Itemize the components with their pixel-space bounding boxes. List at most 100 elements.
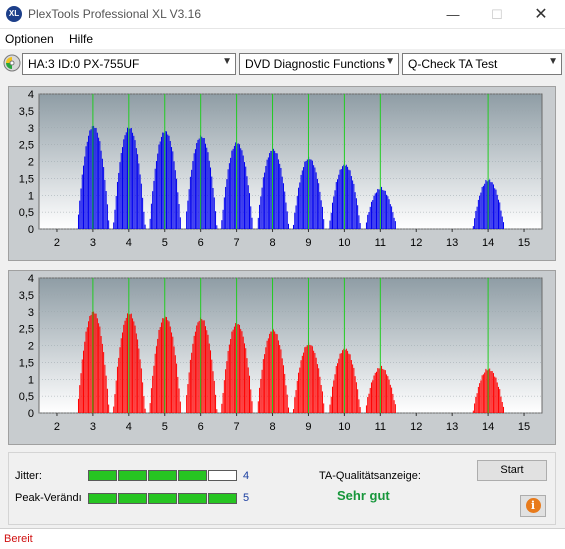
minimize-icon[interactable]: — (446, 7, 460, 22)
peak-bar (197, 322, 199, 413)
y-tick-label: 1,5 (19, 173, 34, 185)
y-tick-label: 0,5 (19, 391, 34, 403)
peak-bar (386, 374, 388, 413)
jitter-bar (96, 132, 98, 229)
jitter-bar (235, 142, 237, 229)
jitter-bar (163, 132, 165, 229)
jitter-bar (138, 163, 140, 229)
jitter-bar (353, 183, 355, 229)
x-tick-label: 2 (54, 421, 60, 433)
peak-bar (133, 321, 135, 413)
peak-bar (333, 380, 335, 413)
jitter-bar (350, 176, 352, 229)
peak-bar (176, 363, 178, 413)
peak-bar (260, 378, 262, 413)
maximize-icon[interactable]: ☐ (491, 7, 503, 22)
jitter-bar (310, 159, 312, 229)
peak-bar (323, 403, 325, 413)
peak-bar (376, 371, 378, 413)
peak-bar (261, 369, 263, 413)
peak-bar (389, 384, 391, 413)
jitter-bar (497, 199, 499, 229)
peak-bar (202, 320, 204, 413)
jitter-bar (367, 214, 369, 229)
peak-bar (378, 368, 380, 413)
jitter-bar (279, 163, 281, 229)
jitter-bar (383, 190, 385, 229)
results-panel: Jitter: 4 Peak-Verändı 5 TA-Qualitätsanz… (8, 452, 556, 525)
peak-bar (206, 330, 208, 413)
jitter-bar (240, 148, 242, 229)
peak-bar (241, 331, 243, 413)
peak-bar (238, 324, 240, 413)
jitter-bar (176, 178, 178, 229)
menu-hilfe[interactable]: Hilfe (69, 32, 94, 46)
title-bar: XL PlexTools Professional XL V3.16 — ☐ ✕ (0, 0, 565, 29)
start-button[interactable]: Start (477, 460, 547, 481)
info-button[interactable]: i (520, 495, 546, 517)
jitter-bar (108, 220, 110, 229)
peak-bar (124, 320, 126, 413)
jitter-bar (319, 191, 321, 229)
peak-bar (246, 358, 248, 413)
peak-bar (269, 333, 271, 413)
peak-bar (338, 358, 340, 413)
peak-bar (171, 332, 173, 413)
peak-bar (174, 355, 176, 413)
y-tick-label: 3,5 (19, 106, 34, 118)
peak-bar (388, 379, 390, 413)
jitter-bar (501, 216, 503, 229)
peak-bar (334, 374, 336, 413)
jitter-bar (160, 136, 162, 229)
test-select[interactable]: Q-Check TA Test ▼ (402, 53, 562, 75)
peak-bar (321, 391, 323, 413)
toolbar: HA:3 ID:0 PX-755UF ▼ DVD Diagnostic Func… (0, 50, 565, 78)
meter-segment (208, 470, 237, 481)
meter-segment (118, 470, 147, 481)
peak-bar (316, 364, 318, 413)
jitter-bar (101, 158, 103, 229)
peak-bar (119, 347, 121, 413)
jitter-bar (492, 184, 494, 229)
peak-bar (330, 396, 332, 413)
peak-meter (88, 493, 237, 504)
peak-label: Peak-Verändı (15, 492, 82, 504)
jitter-bar (349, 170, 351, 229)
jitter-bar (105, 191, 107, 229)
jitter-bar (257, 217, 259, 229)
menu-optionen[interactable]: Optionen (5, 32, 54, 46)
menu-bar: Optionen Hilfe (0, 29, 565, 49)
jitter-bar (495, 189, 497, 229)
y-tick-label: 4 (28, 89, 34, 101)
drive-select[interactable]: HA:3 ID:0 PX-755UF ▼ (22, 53, 236, 75)
peak-bar (358, 399, 360, 413)
jitter-bar (152, 191, 154, 229)
jitter-bar (222, 209, 224, 229)
y-tick-label: 0,5 (19, 207, 34, 219)
jitter-bar (499, 202, 501, 229)
peak-bar (212, 371, 214, 413)
jitter-bar (99, 141, 101, 229)
function-select[interactable]: DVD Diagnostic Functions ▼ (239, 53, 399, 75)
peak-bar (267, 338, 269, 413)
jitter-bar (481, 187, 483, 229)
peak-bar (318, 368, 320, 413)
peak-bar (342, 350, 344, 413)
peak-bar (169, 326, 171, 413)
peak-bar (474, 403, 476, 413)
peak-bar (81, 359, 83, 413)
close-icon[interactable]: ✕ (534, 6, 548, 23)
jitter-bar (475, 210, 477, 229)
jitter-bar (344, 165, 346, 229)
jitter-bar (233, 145, 235, 229)
peak-bar (193, 335, 195, 413)
peak-bar (492, 373, 494, 413)
jitter-bar (261, 187, 263, 229)
jitter-bar (228, 163, 230, 229)
peak-bar (491, 371, 493, 413)
jitter-bar (340, 169, 342, 229)
jitter-bar (474, 218, 476, 229)
jitter-bar (173, 161, 175, 229)
jitter-bar (179, 217, 181, 229)
x-tick-label: 7 (234, 237, 240, 249)
